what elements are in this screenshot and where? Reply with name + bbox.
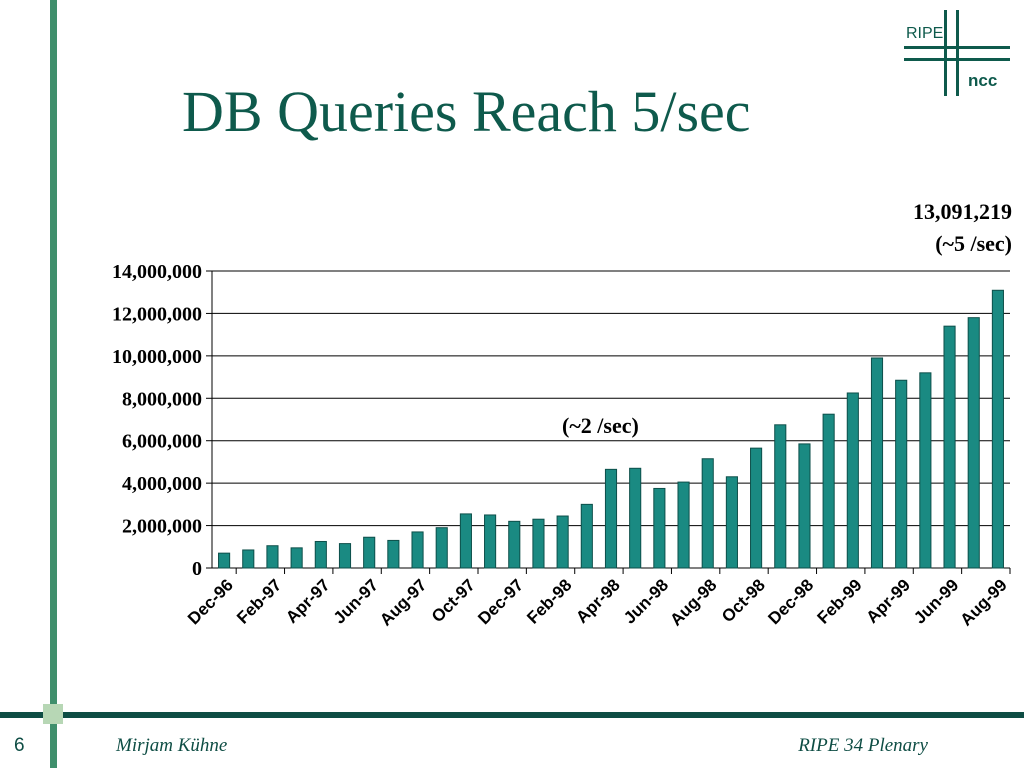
y-tick-label: 14,000,000 [112, 261, 202, 283]
queries-bar-chart: 0 2,000,000 4,000,000 6,000,000 8,000,000 10,… [112, 261, 1011, 630]
logo-bottom-text: ncc [968, 71, 997, 90]
bar-Mar-98 [580, 503, 593, 569]
bar-Jan-99 [822, 413, 835, 569]
bar-Jun-99 [943, 325, 956, 569]
x-tick-label: Feb-98 [523, 575, 575, 627]
bar-Mar-97 [290, 547, 303, 569]
bar-May-99 [919, 372, 932, 569]
peak-annotation: 13,091,219 (~5 /sec) [913, 196, 1012, 260]
bar-Nov-97 [484, 514, 497, 569]
x-tick-label: Feb-99 [813, 575, 865, 627]
bar-Jun-97 [363, 536, 376, 569]
rule-junction-square [43, 704, 63, 724]
peak-rate-label: (~5 /sec) [935, 231, 1012, 256]
x-tick-label: Jun-99 [910, 575, 962, 627]
logo-top-text: RIPE [906, 25, 943, 42]
bar-Feb-99 [846, 392, 859, 569]
left-accent-rule [50, 0, 57, 768]
x-tick-label: Apr-97 [282, 575, 334, 627]
bar-Sep-98 [725, 476, 738, 569]
y-tick-label: 10,000,000 [112, 346, 202, 368]
y-tick-label: 2,000,000 [122, 516, 202, 538]
bar-Oct-98 [750, 447, 763, 569]
x-tick-label: Dec-96 [184, 575, 237, 628]
bar-Apr-99 [895, 379, 908, 569]
bar-Jan-98 [532, 518, 545, 569]
y-tick-label: 6,000,000 [122, 431, 202, 453]
bar-Jun-98 [653, 487, 666, 569]
bar-Feb-98 [556, 515, 569, 569]
event-name: RIPE 34 Plenary [798, 735, 928, 756]
bar-Jul-98 [677, 481, 690, 569]
x-tick-label: Aug-97 [376, 575, 430, 629]
page-number: 6 [14, 735, 25, 756]
bar-Dec-98 [798, 443, 811, 569]
author-name: Mirjam Kühne [116, 735, 228, 756]
y-tick-label: 4,000,000 [122, 473, 202, 495]
bar-Feb-97 [266, 545, 279, 569]
bar-Aug-97 [411, 531, 424, 569]
x-tick-label: Oct-97 [428, 575, 479, 626]
slide-title: DB Queries Reach 5/sec [182, 79, 751, 144]
bar-Aug-98 [701, 458, 714, 569]
footer-rule [0, 712, 1024, 718]
peak-value-label: 13,091,219 [913, 199, 1012, 224]
bar-Oct-97 [459, 513, 472, 569]
mid-rate-annotation: (~2 /sec) [562, 413, 639, 438]
bar-Jul-97 [387, 539, 400, 569]
bar-Aug-99 [991, 289, 1004, 569]
ripe-ncc-logo: RIPE ncc [904, 10, 1010, 96]
bar-May-98 [629, 467, 642, 569]
x-tick-label: Aug-98 [666, 575, 720, 629]
bar-Jan-97 [242, 549, 255, 569]
y-tick-label: 8,000,000 [122, 388, 202, 410]
bar-Apr-98 [604, 468, 618, 569]
x-tick-label: Dec-98 [764, 575, 817, 628]
bar-Mar-99 [870, 357, 884, 569]
bar-Dec-96 [218, 552, 231, 569]
x-tick-label: Dec-97 [474, 575, 527, 628]
x-tick-label: Apr-99 [862, 575, 914, 627]
y-tick-label: 12,000,000 [112, 303, 202, 325]
bar-Apr-97 [314, 540, 327, 569]
bar-Sep-97 [435, 527, 448, 569]
x-tick-label: Apr-98 [572, 575, 624, 627]
x-tick-label: Jun-98 [620, 575, 672, 627]
bar-May-97 [338, 543, 352, 569]
bar-Dec-97 [508, 520, 521, 569]
x-tick-label: Oct-98 [718, 575, 769, 626]
x-tick-label: Aug-99 [957, 575, 1011, 629]
x-tick-label: Jun-97 [330, 575, 382, 627]
x-tick-label: Feb-97 [233, 575, 285, 627]
bar-Nov-98 [774, 424, 787, 569]
bar-Jul-99 [967, 317, 980, 569]
y-tick-label: 0 [192, 558, 202, 580]
